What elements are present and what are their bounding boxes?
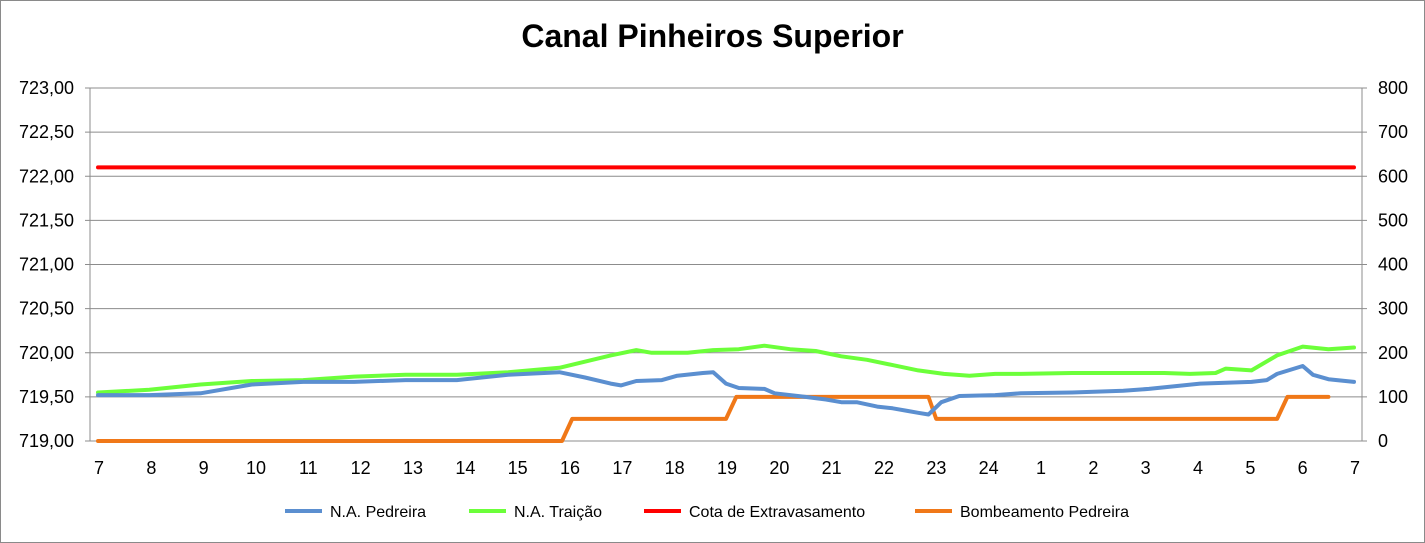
x-tick-label: 24 xyxy=(979,458,999,478)
y-left-tick-label: 723,00 xyxy=(19,78,74,98)
y-right-tick-label: 0 xyxy=(1378,431,1388,451)
y-right-tick-label: 400 xyxy=(1378,255,1408,275)
y-left-tick-label: 722,00 xyxy=(19,166,74,186)
x-tick-label: 6 xyxy=(1298,458,1308,478)
x-tick-label: 20 xyxy=(769,458,789,478)
x-tick-label: 19 xyxy=(717,458,737,478)
y-right-ticks: 0 100 200 300 400 500 600 700 800 xyxy=(1362,78,1408,451)
x-tick-label: 22 xyxy=(874,458,894,478)
y-left-ticks: 719,00 719,50 720,00 720,50 721,00 721,50 722,… xyxy=(19,78,90,451)
x-tick-label: 5 xyxy=(1245,458,1255,478)
x-tick-label: 14 xyxy=(455,458,475,478)
legend: N.A. Pedreira N.A. Traição Cota de Extrava… xyxy=(285,504,1129,521)
x-tick-label: 2 xyxy=(1088,458,1098,478)
x-tick-label: 12 xyxy=(351,458,371,478)
x-tick-label: 1 xyxy=(1036,458,1046,478)
x-tick-label: 9 xyxy=(199,458,209,478)
legend-label: N.A. Traição xyxy=(514,504,602,521)
x-tick-label: 16 xyxy=(560,458,580,478)
chart-title: Canal Pinheiros Superior xyxy=(521,18,904,54)
gridlines xyxy=(90,87,1362,442)
series-line-bombeamento-pedreira xyxy=(96,394,1331,443)
y-right-tick-label: 200 xyxy=(1378,343,1408,363)
x-tick-label: 17 xyxy=(612,458,632,478)
y-left-tick-label: 719,50 xyxy=(19,387,74,407)
y-right-tick-label: 700 xyxy=(1378,122,1408,142)
y-right-tick-label: 100 xyxy=(1378,387,1408,407)
x-tick-label: 10 xyxy=(246,458,266,478)
legend-label: Bombeamento Pedreira xyxy=(960,504,1129,521)
x-ticks: 7 8 9 10 11 12 13 14 15 16 17 18 19 20 21 22 23 24 1 2 3 4 5 6 7 xyxy=(94,458,1360,478)
y-left-tick-label: 720,00 xyxy=(19,343,74,363)
x-tick-label: 18 xyxy=(665,458,685,478)
y-right-tick-label: 800 xyxy=(1378,78,1408,98)
legend-label: Cota de Extravasamento xyxy=(689,504,865,521)
y-right-tick-label: 600 xyxy=(1378,166,1408,186)
y-right-tick-label: 500 xyxy=(1378,210,1408,230)
x-tick-label: 21 xyxy=(822,458,842,478)
y-right-tick-label: 300 xyxy=(1378,299,1408,319)
x-tick-label: 11 xyxy=(299,458,318,478)
y-left-tick-label: 720,50 xyxy=(19,299,74,319)
x-tick-label: 15 xyxy=(508,458,528,478)
x-tick-label: 23 xyxy=(926,458,946,478)
y-left-tick-label: 719,00 xyxy=(19,431,74,451)
legend-label: N.A. Pedreira xyxy=(330,504,426,521)
y-left-tick-label: 722,50 xyxy=(19,122,74,142)
y-left-tick-label: 721,50 xyxy=(19,210,74,230)
x-tick-label: 13 xyxy=(403,458,423,478)
x-tick-label: 3 xyxy=(1141,458,1151,478)
y-left-tick-label: 721,00 xyxy=(19,255,74,275)
x-tick-label: 7 xyxy=(94,458,104,478)
series-line-n-a-pedreira xyxy=(96,364,1356,417)
series-line-n-a-trai-o xyxy=(96,343,1356,395)
x-tick-label: 4 xyxy=(1193,458,1203,478)
series-lines xyxy=(96,165,1356,443)
x-tick-label: 8 xyxy=(146,458,156,478)
x-tick-label: 7 xyxy=(1350,458,1360,478)
